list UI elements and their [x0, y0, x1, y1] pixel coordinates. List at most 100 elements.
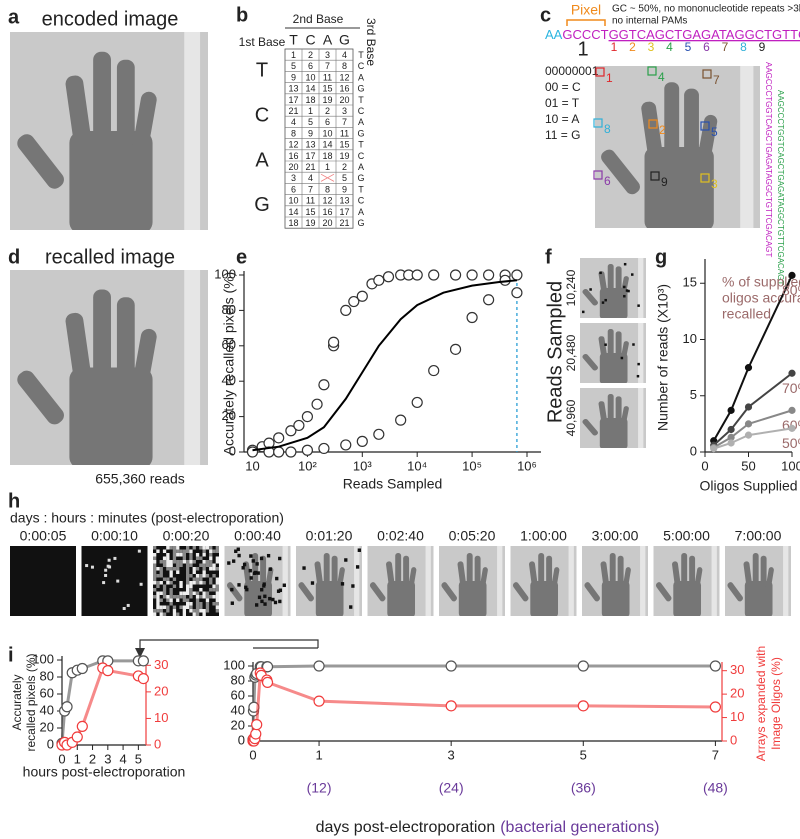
y-tick-label: 0: [47, 736, 54, 751]
noise-pixel: [106, 564, 110, 568]
data-point: [744, 431, 753, 439]
codon-number: 14: [322, 140, 332, 150]
codon-number: 17: [288, 95, 298, 105]
noise-pixel: [202, 609, 206, 613]
noise-pixel: [202, 549, 206, 553]
noise-pixel: [237, 553, 241, 558]
noise-pixel: [310, 581, 315, 585]
noise-pixel: [172, 605, 177, 609]
data-point: [411, 269, 423, 281]
encoding-line: 11 = G: [545, 128, 580, 142]
noise-pixel: [209, 595, 213, 599]
y-tick-label: 15: [683, 275, 697, 290]
noise-pixel: [278, 599, 282, 604]
noise-pixel: [192, 577, 196, 581]
y-tick-label: 40: [231, 702, 245, 717]
generation-label: (36): [571, 780, 596, 796]
noise-pixel: [186, 598, 190, 602]
x-axis-label: days post-electroporation (bacterial gene…: [316, 819, 660, 836]
noise-pixel: [202, 591, 206, 595]
pixel-marker: [593, 170, 603, 180]
noise-pixel: [251, 559, 255, 563]
time-label: 0:00:05: [20, 528, 67, 544]
noise-pixel: [205, 546, 210, 550]
noise-pixel: [266, 553, 271, 558]
noise-pixel: [166, 609, 170, 613]
third-base: G: [357, 218, 364, 228]
time-label: 7:00:00: [735, 528, 782, 544]
data-point: [511, 269, 523, 281]
codon-number: 7: [308, 184, 313, 194]
data-point: [313, 695, 325, 707]
dark-tile: [10, 546, 76, 616]
pixel-marker-label: 5: [711, 125, 718, 139]
codon-number: 19: [339, 151, 349, 161]
noise-pixel: [199, 595, 203, 599]
noise-pixel: [256, 571, 260, 575]
noise-pixel: [199, 546, 203, 550]
series-line: [713, 427, 793, 450]
codon-number: 13: [339, 196, 349, 206]
noise-pixel: [209, 553, 213, 557]
codon-number: 20: [322, 218, 332, 228]
noise-pixel: [179, 549, 183, 553]
noise-pixel: [215, 598, 219, 602]
noise-pixel: [172, 560, 177, 564]
codon-number: 9: [291, 72, 296, 82]
x-tick-label: 0: [249, 747, 256, 762]
noise-pixel: [237, 583, 241, 587]
noise-pixel: [205, 609, 210, 613]
codon-number: 9: [308, 128, 313, 138]
noise-pixel: [172, 612, 177, 616]
codon-index: 4: [666, 40, 673, 54]
noise-pixel: [192, 570, 196, 574]
data-point: [348, 295, 360, 308]
noise-pixel: [153, 560, 157, 564]
noise-pixel: [186, 574, 190, 578]
noise-pixel: [202, 574, 206, 578]
codon-number: 11: [306, 196, 315, 206]
codon-number: 17: [339, 207, 349, 217]
noise-pixel: [113, 556, 117, 560]
noise-pixel: [156, 574, 160, 578]
codon-number: 1: [308, 106, 313, 116]
pixel-marker-label: 6: [604, 174, 611, 188]
data-point: [466, 269, 478, 281]
noise-pixel: [205, 591, 210, 595]
noise-pixel: [172, 549, 177, 553]
encoded-image: [10, 32, 208, 230]
codon-number: 2: [308, 50, 313, 60]
noise-pixel: [153, 553, 157, 557]
noise-pixel: [182, 595, 186, 599]
data-point: [428, 269, 440, 281]
noise-pixel: [166, 581, 170, 585]
panel-letter: i: [8, 644, 14, 666]
x-tick-label: 4: [119, 751, 126, 766]
noise-pixel: [172, 546, 177, 550]
data-point: [340, 304, 352, 316]
noise-pixel: [169, 570, 173, 574]
codon-number: 4: [342, 50, 347, 60]
noise-pixel: [186, 602, 190, 606]
noise-pixel: [159, 567, 163, 571]
x-tick-label: 50: [741, 458, 755, 473]
noise-pixel: [212, 595, 216, 599]
codon-index: 8: [740, 40, 747, 54]
noise-pixel: [192, 591, 196, 595]
missing-pixel: [582, 310, 585, 314]
y-tick-label: 80: [40, 668, 54, 683]
y-axis-label: Accurately recalled pixels (%): [221, 272, 237, 456]
codon-number: 12: [322, 196, 332, 206]
missing-pixel: [625, 289, 629, 292]
data-point: [273, 432, 285, 444]
noise-pixel: [241, 566, 245, 570]
noise-pixel: [182, 553, 186, 557]
data-point: [301, 411, 314, 423]
data-point: [318, 442, 330, 455]
encoding-line: 10 = A: [545, 112, 579, 126]
third-base: A: [358, 207, 364, 217]
noise-pixel: [153, 612, 157, 616]
data-point: [261, 676, 274, 689]
sequence-part: GGTCAGCTGAGATAGGCTGTTCGACAGT: [776, 129, 785, 285]
noise-pixel: [172, 556, 177, 560]
